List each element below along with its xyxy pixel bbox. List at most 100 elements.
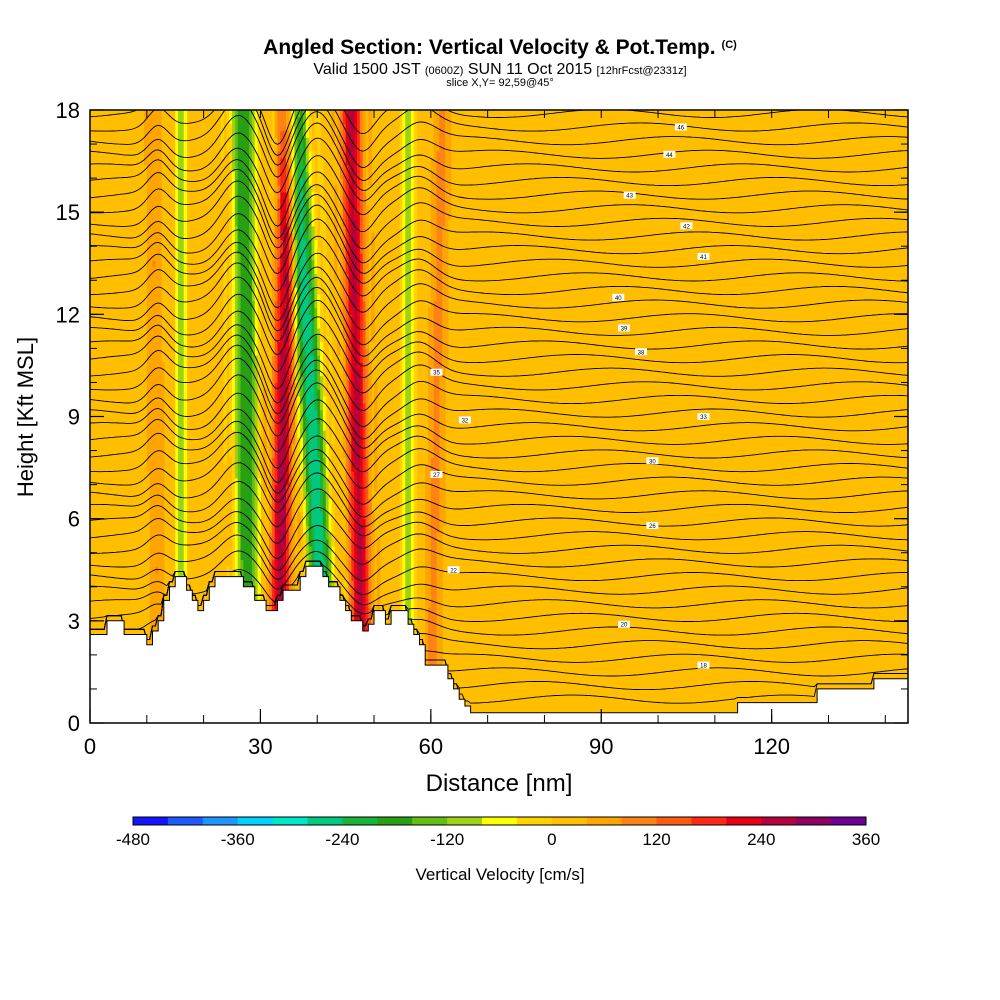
contour-label: 38 [638, 350, 645, 356]
colorbar-swatch [726, 817, 762, 825]
velocity-cell [303, 430, 307, 465]
contour-label-bg [430, 470, 443, 478]
velocity-cell [348, 110, 352, 159]
velocity-cell [305, 171, 310, 200]
velocity-cell [285, 341, 290, 486]
contour-label: 46 [677, 126, 684, 132]
theta-contour-line [90, 218, 908, 292]
theta-contour-line [90, 155, 908, 227]
velocity-cell [322, 396, 327, 431]
velocity-cell [359, 253, 364, 363]
velocity-cell [280, 239, 284, 254]
x-axis-label: Distance [nm] [426, 770, 573, 797]
velocity-cell [274, 300, 279, 384]
velocity-cell [243, 110, 247, 723]
velocity-cell [146, 110, 151, 472]
contour-label-bg [617, 324, 630, 332]
colorbar-swatch [621, 817, 658, 825]
theta-contour-line [90, 194, 908, 264]
velocity-cell [436, 110, 440, 152]
contour-label: 33 [700, 415, 707, 421]
velocity-cell [436, 532, 440, 723]
colorbar-tick-label: 120 [642, 830, 670, 849]
velocity-cell [314, 273, 318, 309]
colorbar-swatch [516, 817, 553, 825]
contour-label-bg [663, 150, 676, 158]
velocity-cell [342, 334, 347, 458]
velocity-cell [337, 110, 341, 166]
colorbar-swatch [133, 817, 169, 825]
velocity-cell [161, 362, 165, 723]
velocity-cell [303, 498, 307, 533]
contour-label-bg [680, 222, 693, 230]
velocity-cell [447, 110, 452, 220]
velocity-cell [320, 436, 324, 472]
velocity-cell [359, 362, 364, 527]
velocity-cell [300, 436, 304, 472]
velocity-cell [339, 110, 344, 179]
velocity-cell [305, 232, 310, 275]
velocity-cell [294, 239, 298, 288]
velocity-cell [348, 532, 352, 608]
colorbar-tick-label: -240 [325, 830, 359, 849]
velocity-cell [325, 396, 330, 445]
velocity-cell [356, 212, 361, 370]
contour-label-bg [458, 416, 471, 424]
velocity-cell [314, 307, 318, 336]
velocity-cell [297, 327, 301, 363]
velocity-cell [277, 436, 281, 723]
velocity-cell [257, 110, 262, 479]
velocity-cell [342, 225, 347, 336]
velocity-cell [274, 150, 279, 227]
velocity-cell [317, 293, 321, 329]
velocity-cell [303, 396, 307, 431]
theta-contour-line [90, 431, 908, 494]
velocity-cell [178, 110, 182, 723]
valid-prefix: Valid 1500 JST [313, 61, 421, 78]
velocity-cell [297, 362, 301, 397]
velocity-cell [297, 157, 301, 281]
contour-label-bg [617, 620, 630, 628]
velocity-cell [348, 430, 352, 533]
theta-contour-line [90, 111, 908, 181]
velocity-cell [274, 382, 279, 486]
velocity-cell [283, 157, 287, 193]
velocity-cell [339, 178, 344, 322]
velocity-cell [362, 191, 367, 302]
velocity-cell [320, 470, 324, 513]
theta-contour-line [90, 344, 908, 415]
velocity-cell [285, 273, 290, 343]
theta-contour-line [90, 235, 908, 309]
colorbar-swatch [447, 817, 483, 825]
velocity-cell [300, 375, 304, 404]
velocity-cell [268, 409, 273, 533]
valid-fcst: [12hrFcst@2331z] [596, 65, 687, 77]
velocity-cell [354, 464, 358, 622]
velocity-cell [234, 225, 239, 479]
colorbar-swatch [167, 817, 204, 825]
velocity-cell [320, 341, 324, 377]
velocity-cell [280, 253, 284, 349]
velocity-cell [311, 150, 315, 193]
velocity-cell [303, 110, 307, 138]
velocity-cell [237, 110, 242, 254]
velocity-cell [285, 130, 290, 166]
contour-label-bg [612, 293, 625, 301]
colorbar-swatch [551, 817, 588, 825]
colorbar-swatch [412, 817, 448, 825]
valid-time: Valid 1500 JST (0600Z) SUN 11 Oct 2015 [… [0, 61, 1000, 79]
velocity-cell [368, 498, 372, 608]
velocity-cell [271, 457, 276, 561]
velocity-cell [445, 110, 449, 370]
velocity-cell [305, 110, 310, 138]
velocity-cell [317, 389, 321, 424]
velocity-cell [365, 348, 369, 458]
velocity-cell [311, 191, 315, 227]
title-unit: (C) [721, 39, 737, 51]
velocity-cell [354, 110, 358, 220]
contour-label-bg [447, 566, 460, 574]
velocity-cell [155, 110, 159, 567]
velocity-cell [229, 123, 233, 458]
velocity-cell [308, 511, 313, 547]
